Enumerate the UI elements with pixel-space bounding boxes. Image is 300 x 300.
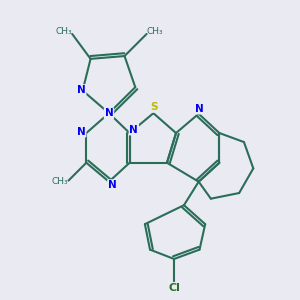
Text: CH₃: CH₃ <box>52 178 68 187</box>
Text: Cl: Cl <box>168 283 180 293</box>
Text: N: N <box>130 124 138 135</box>
Text: S: S <box>150 102 158 112</box>
Text: CH₃: CH₃ <box>56 27 72 36</box>
Text: CH₃: CH₃ <box>147 27 164 36</box>
Text: N: N <box>195 104 204 114</box>
Text: N: N <box>105 108 113 118</box>
Text: N: N <box>108 180 117 190</box>
Text: N: N <box>77 85 85 95</box>
Text: N: N <box>77 127 85 136</box>
